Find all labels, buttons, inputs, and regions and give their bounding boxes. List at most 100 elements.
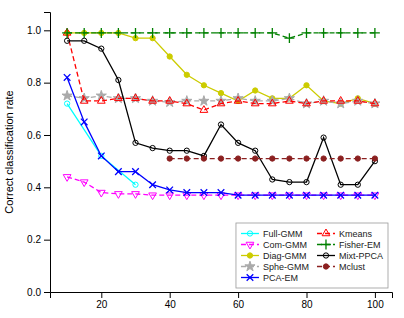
point <box>97 190 105 197</box>
x-axis-tick-label: 40 <box>165 299 177 310</box>
y-axis-tick-label: 0.2 <box>27 234 41 245</box>
legend-item: PCA-EM <box>241 273 298 283</box>
series-line <box>67 77 375 195</box>
y-axis-tick: 0.6 <box>27 130 50 141</box>
legend-marker <box>245 261 255 271</box>
point <box>320 96 328 103</box>
point <box>286 192 293 199</box>
point <box>218 189 225 196</box>
point <box>270 156 275 161</box>
legend-label: Com-GMM <box>263 240 307 250</box>
point <box>150 145 155 150</box>
legend-marker <box>246 242 254 249</box>
legend-label: Mclust <box>339 262 366 272</box>
series-line <box>67 177 375 195</box>
legend-label: Kmeans <box>339 229 373 239</box>
legend-handle <box>317 233 335 234</box>
point <box>320 192 327 199</box>
legend-label: Fisher-EM <box>339 240 381 250</box>
point <box>149 181 156 188</box>
point <box>201 189 208 196</box>
point <box>165 28 175 38</box>
point <box>355 156 360 161</box>
point <box>133 182 138 187</box>
point <box>97 96 105 103</box>
point <box>64 74 71 81</box>
legend-marker <box>247 231 252 236</box>
legend-item: Mixt-PPCA <box>317 251 383 261</box>
series-line <box>67 104 135 185</box>
point <box>267 28 277 38</box>
point <box>184 72 189 77</box>
point <box>184 189 191 196</box>
point <box>321 156 326 161</box>
point <box>199 96 209 106</box>
point <box>303 99 311 106</box>
series-line <box>67 33 375 104</box>
point <box>115 192 123 199</box>
x-axis-tick-label: 60 <box>233 299 245 310</box>
point <box>250 28 260 38</box>
legend-item: Mclust <box>317 262 366 272</box>
point <box>133 140 138 145</box>
point <box>287 156 292 161</box>
point <box>80 180 88 187</box>
point <box>184 148 189 153</box>
point <box>269 192 276 199</box>
x-axis: 20406080100 <box>51 292 393 310</box>
point <box>235 192 242 199</box>
point <box>80 96 88 103</box>
plot-area <box>62 28 380 200</box>
x-axis-tick: 20 <box>96 292 108 310</box>
point <box>113 28 123 38</box>
series-line <box>67 41 375 185</box>
legend-label: Sphe-GMM <box>263 262 309 272</box>
point <box>216 28 226 38</box>
x-axis-tick-mark <box>307 292 308 298</box>
point <box>149 96 157 103</box>
point <box>217 193 225 200</box>
point <box>321 135 326 140</box>
y-axis: 0.00.20.40.60.81.0 <box>27 13 50 298</box>
y-axis-tick-mark <box>44 83 50 84</box>
point <box>63 175 71 182</box>
point <box>62 28 72 38</box>
point <box>167 156 172 161</box>
point <box>201 156 206 161</box>
series <box>64 74 378 198</box>
y-axis-tick: 1.0 <box>27 25 50 36</box>
point <box>353 28 363 38</box>
point <box>96 90 106 100</box>
point <box>252 192 259 199</box>
y-axis-tick-label: 0.4 <box>27 182 41 193</box>
point <box>337 96 345 103</box>
legend-item: Diag-GMM <box>241 251 307 261</box>
legend-item: Sphe-GMM <box>241 261 309 271</box>
legend-marker <box>247 274 254 281</box>
legend-item: Kmeans <box>317 229 373 239</box>
point <box>182 96 192 106</box>
point <box>64 101 69 106</box>
legend-marker <box>247 253 252 258</box>
point <box>199 28 209 38</box>
point <box>115 168 122 175</box>
point <box>62 90 72 100</box>
series <box>167 156 377 161</box>
y-axis-tick: 0.8 <box>27 77 50 88</box>
point <box>268 99 276 106</box>
y-axis-tick: 0.4 <box>27 182 50 193</box>
point <box>96 28 106 38</box>
y-axis-tick-mark <box>44 240 50 241</box>
point <box>218 122 223 127</box>
point <box>64 38 69 43</box>
point <box>132 94 140 101</box>
point <box>233 28 243 38</box>
point <box>355 192 362 199</box>
point <box>182 28 192 38</box>
point <box>253 148 258 153</box>
y-axis-title: Correct classification rate <box>3 90 15 214</box>
series <box>64 38 377 187</box>
legend-item: Fisher-EM <box>317 240 381 250</box>
legend-handle <box>241 233 259 234</box>
x-axis-tick-label: 80 <box>301 299 313 310</box>
